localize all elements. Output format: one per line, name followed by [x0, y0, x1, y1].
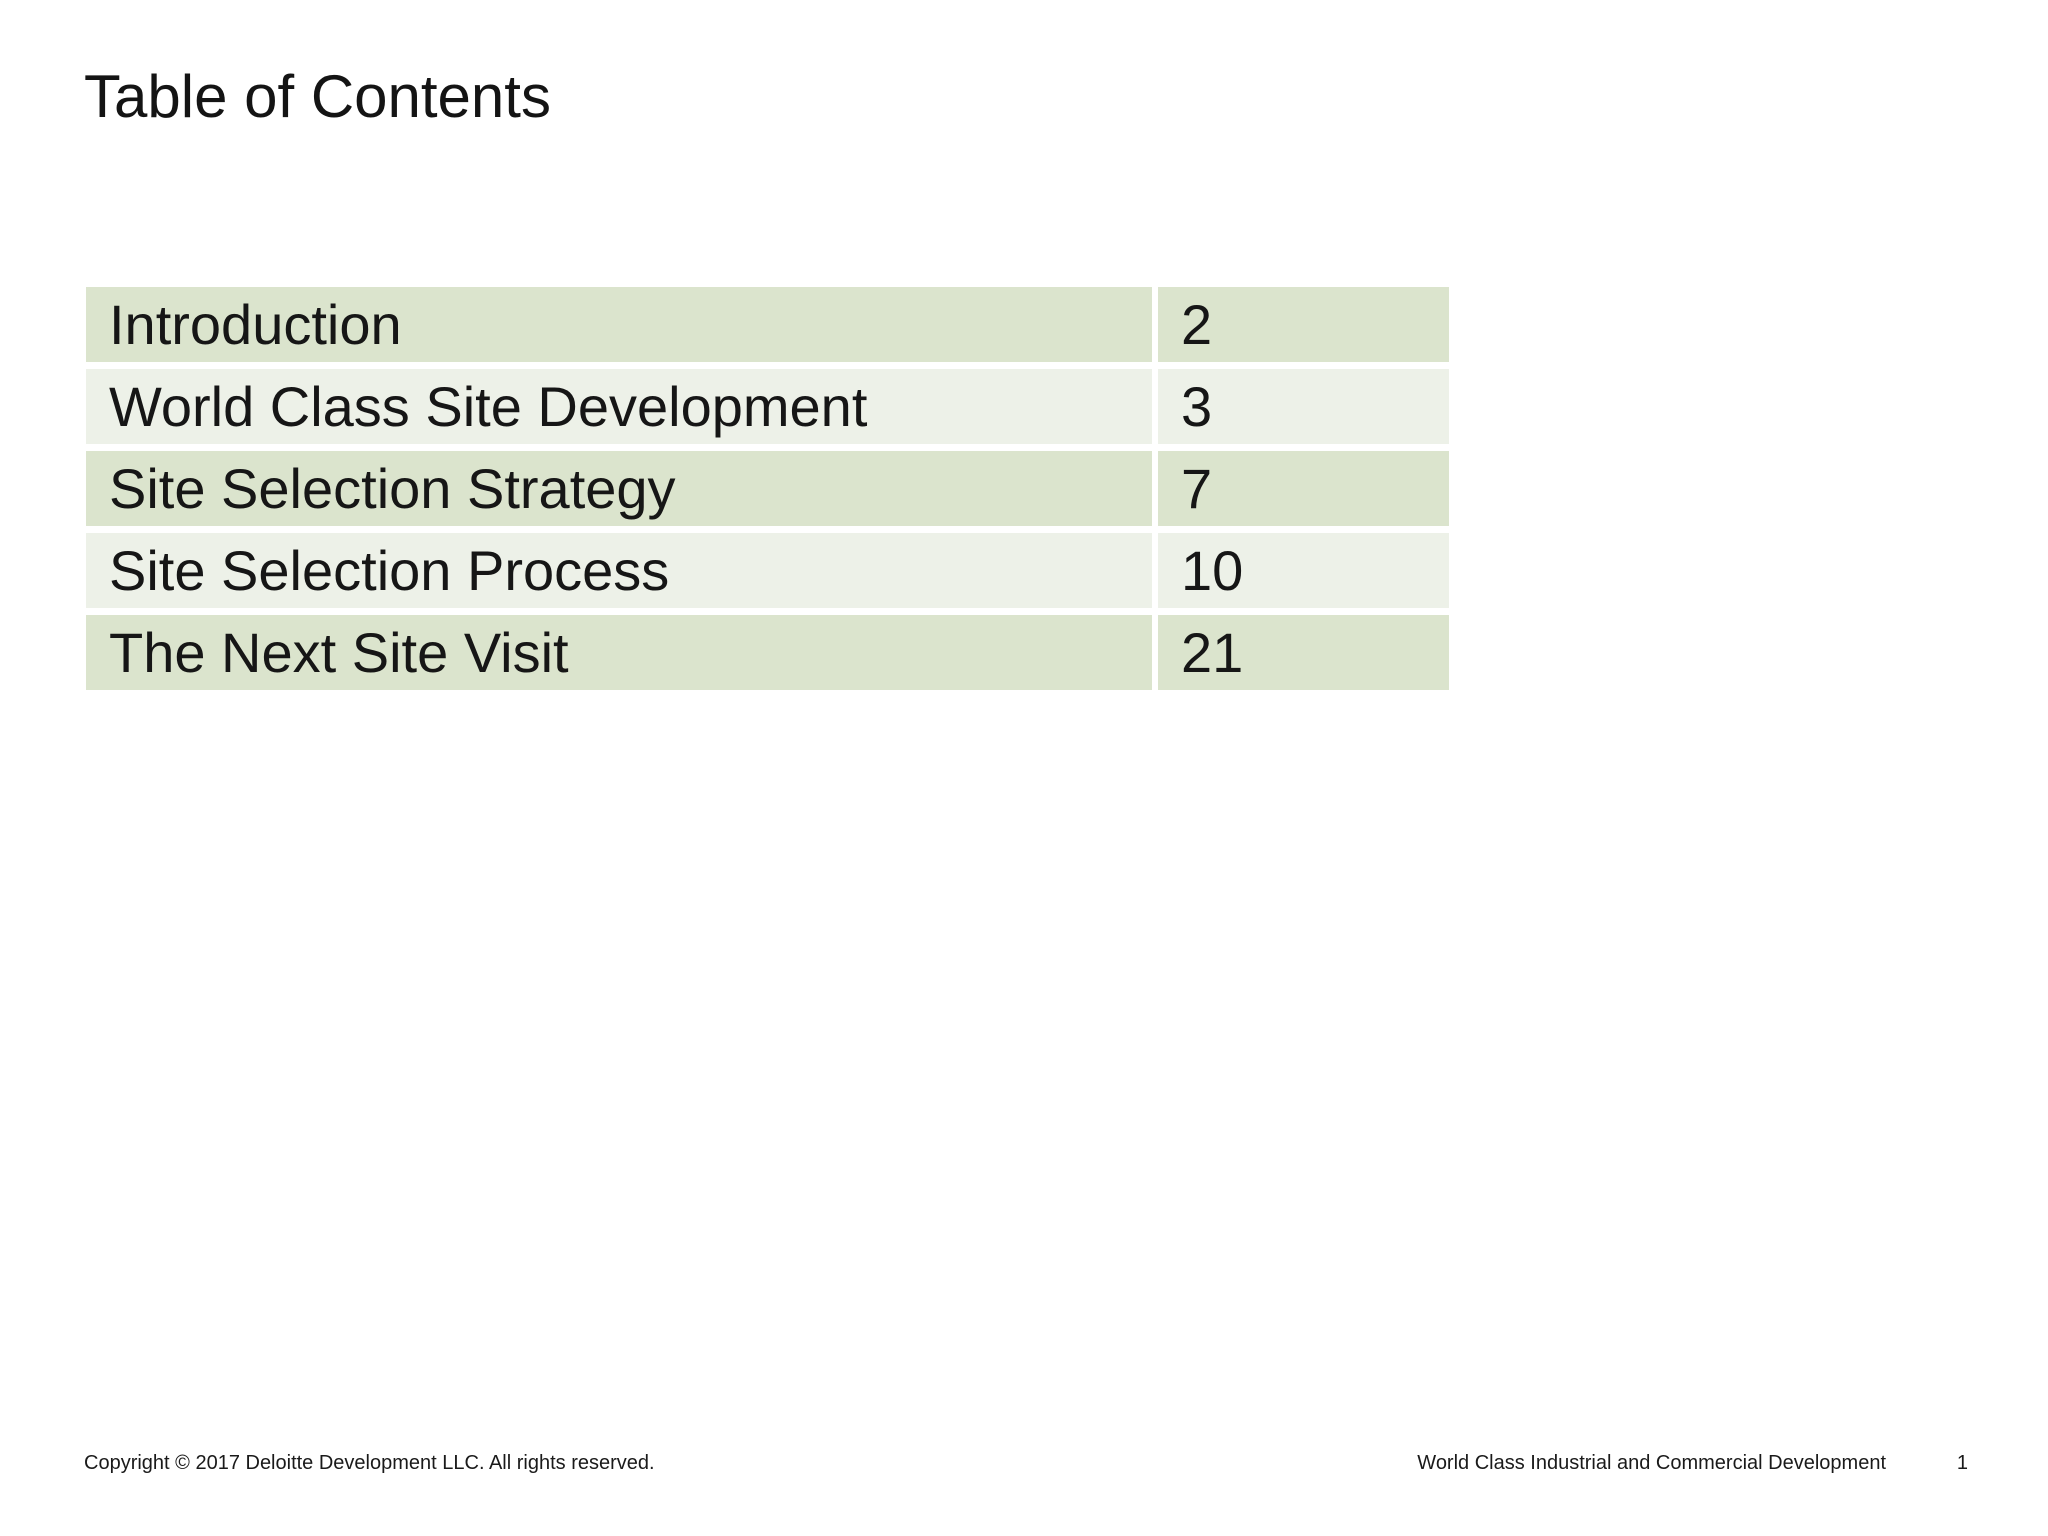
- footer-doc-title: World Class Industrial and Commercial De…: [1417, 1452, 1886, 1474]
- toc-item-label: World Class Site Development: [86, 369, 1152, 444]
- toc-item-page: 3: [1158, 369, 1449, 444]
- toc-item-label: The Next Site Visit: [86, 615, 1152, 690]
- toc-row: Site Selection Process 10: [86, 533, 1449, 608]
- toc-item-label: Introduction: [86, 287, 1152, 362]
- toc-item-page: 21: [1158, 615, 1449, 690]
- page-title: Table of Contents: [84, 63, 551, 130]
- footer-copyright: Copyright © 2017 Deloitte Development LL…: [84, 1452, 655, 1474]
- toc-row: Introduction 2: [86, 287, 1449, 362]
- toc-table: Introduction 2 World Class Site Developm…: [86, 287, 1449, 690]
- toc-item-label: Site Selection Process: [86, 533, 1152, 608]
- toc-row: The Next Site Visit 21: [86, 615, 1449, 690]
- toc-item-label: Site Selection Strategy: [86, 451, 1152, 526]
- toc-item-page: 10: [1158, 533, 1449, 608]
- toc-row: World Class Site Development 3: [86, 369, 1449, 444]
- toc-row: Site Selection Strategy 7: [86, 451, 1449, 526]
- toc-item-page: 2: [1158, 287, 1449, 362]
- toc-item-page: 7: [1158, 451, 1449, 526]
- page-number: 1: [1956, 1452, 1968, 1474]
